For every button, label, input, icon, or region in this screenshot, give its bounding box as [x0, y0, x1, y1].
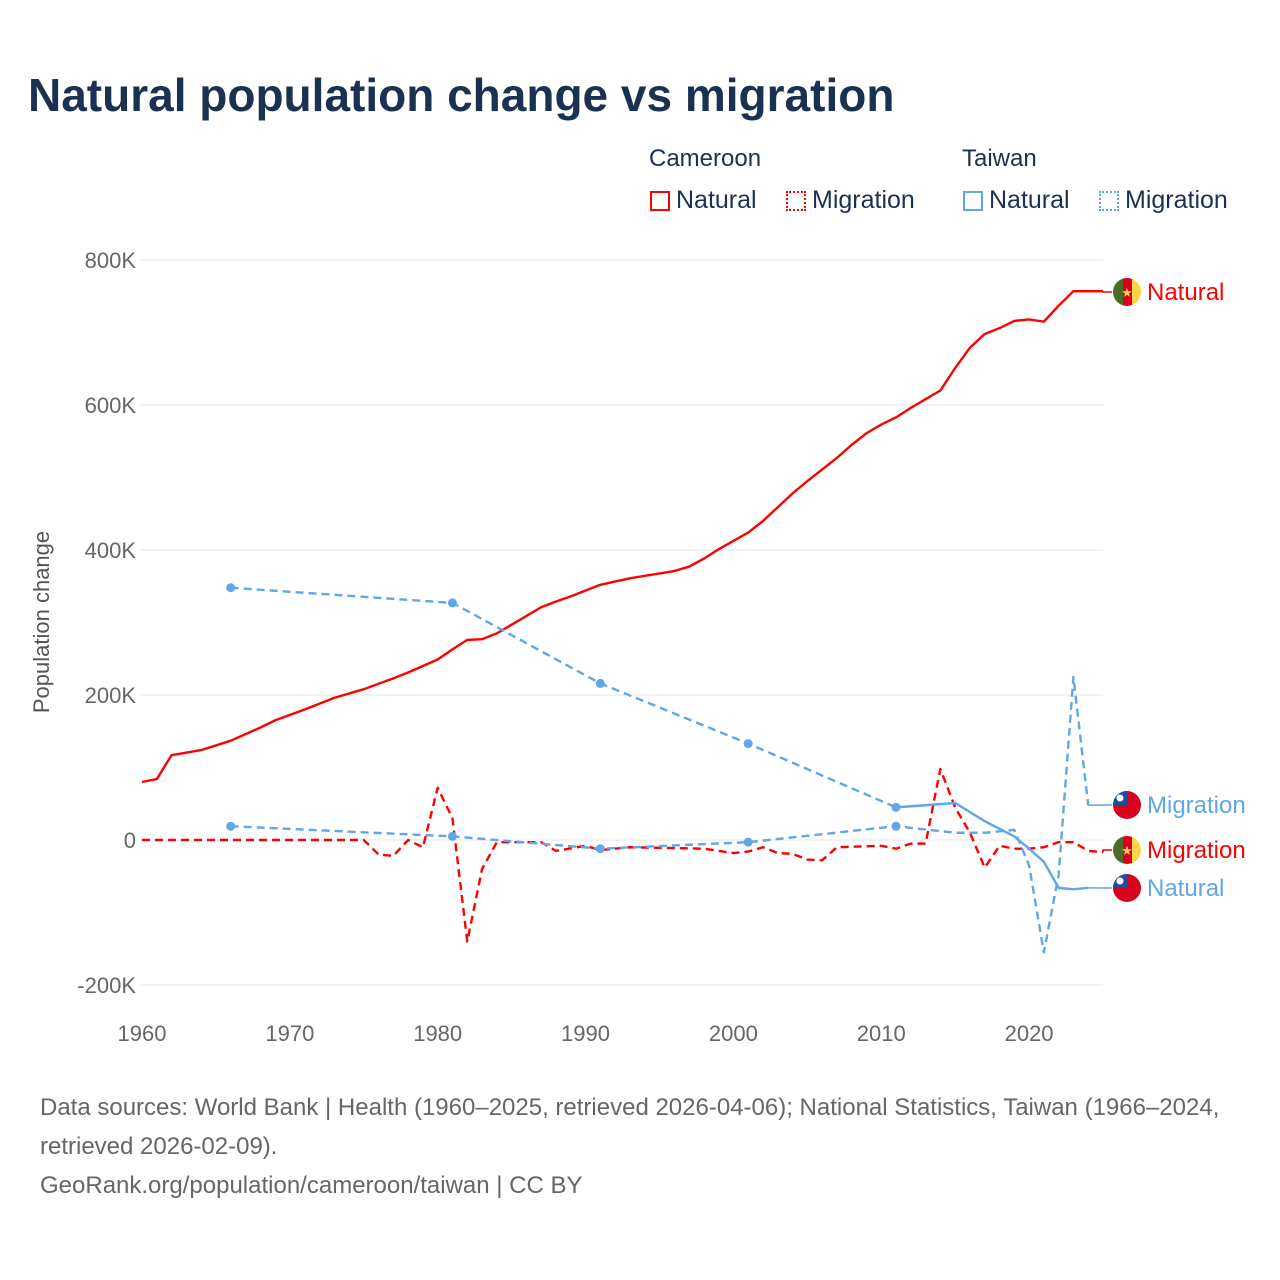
- y-tick-label: 0: [124, 828, 136, 853]
- data-point-marker: [891, 821, 901, 831]
- legend-taiwan-migration[interactable]: Migration: [1099, 186, 1228, 215]
- end-label: Migration: [1147, 792, 1246, 819]
- y-tick-label: 200K: [85, 683, 137, 708]
- flag-field-red: [1113, 791, 1141, 819]
- x-tick-label: 1980: [413, 1021, 462, 1046]
- cameroon-flag-icon: ★: [1113, 836, 1141, 864]
- cameroon-flag-icon: ★: [1113, 278, 1141, 306]
- legend-swatch-dotted: [1099, 190, 1119, 211]
- flag-body: ★: [1113, 836, 1141, 864]
- flag-stripe-red: [1123, 278, 1132, 306]
- end-label-connector: [1102, 849, 1112, 853]
- data-point-marker: [891, 802, 901, 812]
- series-line-taiwan-migration: [230, 675, 1090, 954]
- y-axis-label: Population change: [29, 530, 54, 714]
- x-tick-label: 2010: [857, 1021, 906, 1046]
- y-tick-label: -200K: [77, 973, 136, 998]
- credit-link[interactable]: GeoRank.org/population/cameroon/taiwan |…: [40, 1172, 583, 1199]
- flag-star: ★: [1121, 843, 1133, 858]
- flag-sun: [1116, 877, 1124, 885]
- flag-sun: [1116, 794, 1124, 802]
- data-point-marker: [447, 598, 457, 608]
- legend-cameroon-migration[interactable]: Migration: [786, 186, 915, 215]
- data-sources: Data sources: World Bank | Health (1960–…: [40, 1094, 1220, 1160]
- data-point-marker: [595, 844, 605, 854]
- chart-title: Natural population change vs migration: [28, 69, 895, 121]
- legend-group-taiwan: Taiwan: [962, 145, 1037, 172]
- legend-group-cameroon: Cameroon: [649, 145, 762, 172]
- x-tick-label: 2020: [1005, 1021, 1054, 1046]
- series-line-cameroon-natural: [141, 289, 1103, 784]
- legend-swatch-solid: [650, 190, 670, 211]
- legend-label: Natural: [989, 186, 1070, 214]
- end-label: Natural: [1147, 279, 1224, 306]
- taiwan-flag-icon: [1113, 874, 1141, 902]
- series-line-cameroon-migration: [142, 767, 1104, 943]
- flag-body: ★: [1113, 278, 1141, 306]
- flag-star: ★: [1121, 285, 1133, 300]
- data-point-marker: [743, 739, 753, 749]
- flag-body: [1113, 791, 1141, 819]
- flag-stripe-green: [1113, 278, 1123, 306]
- legend-taiwan-natural[interactable]: Natural: [963, 186, 1070, 215]
- y-tick-label: 400K: [85, 538, 137, 563]
- end-label: Migration: [1147, 837, 1246, 864]
- legend-swatch-solid: [963, 190, 983, 211]
- footer: Data sources: World Bank | Health (1960–…: [40, 1088, 1260, 1205]
- legend-label: Migration: [1125, 186, 1228, 214]
- flag-stripe-red: [1123, 836, 1132, 864]
- taiwan-flag-icon: [1113, 791, 1141, 819]
- end-label: Natural: [1147, 875, 1224, 902]
- data-point-marker: [447, 831, 457, 841]
- flag-body: [1113, 874, 1141, 902]
- legend-swatch-dotted: [786, 190, 806, 211]
- flag-field-red: [1113, 874, 1141, 902]
- y-tick-label: 600K: [85, 393, 137, 418]
- legend-label: Migration: [812, 186, 915, 214]
- flag-stripe-yellow: [1132, 836, 1141, 864]
- flag-stripe-yellow: [1132, 278, 1141, 306]
- x-tick-label: 2000: [709, 1021, 758, 1046]
- y-tick-label: 800K: [85, 248, 137, 273]
- flag-stripe-green: [1113, 836, 1123, 864]
- x-tick-label: 1990: [561, 1021, 610, 1046]
- data-point-marker: [595, 678, 605, 688]
- legend-cameroon-natural[interactable]: Natural: [650, 186, 757, 215]
- x-tick-label: 1970: [265, 1021, 314, 1046]
- data-point-marker: [226, 583, 236, 593]
- end-label-connector: [1102, 291, 1112, 293]
- data-point-marker: [743, 837, 753, 847]
- data-point-marker: [226, 821, 236, 831]
- series-line-taiwan-natural-interpolated: [230, 586, 897, 809]
- flag-canton-blue: [1113, 874, 1127, 888]
- legend-label: Natural: [676, 186, 757, 214]
- x-tick-label: 1960: [118, 1021, 167, 1046]
- series-line-taiwan-natural: [895, 801, 1089, 891]
- flag-canton-blue: [1113, 791, 1127, 805]
